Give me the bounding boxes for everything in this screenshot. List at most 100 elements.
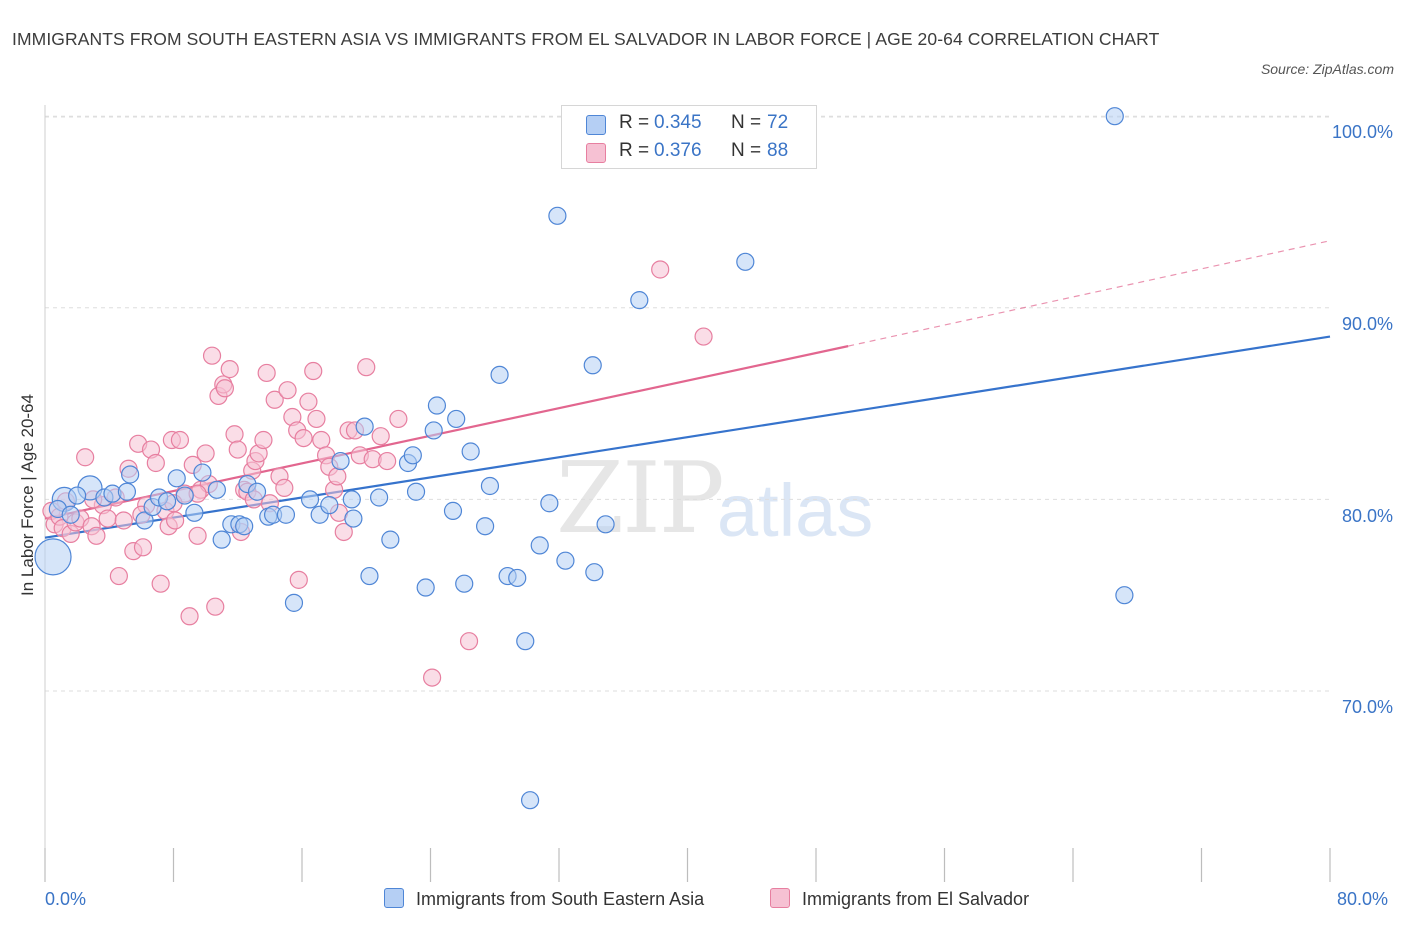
data-point (157, 492, 177, 511)
legend-r-value: 0.376 (654, 140, 702, 161)
data-point (490, 365, 509, 384)
data-point (476, 517, 495, 536)
data-point (585, 563, 604, 582)
data-point (34, 538, 72, 576)
data-point (583, 356, 602, 375)
data-point (312, 430, 331, 450)
bottom-legend-label-es: Immigrants from El Salvador (802, 889, 1030, 909)
data-point (180, 607, 199, 626)
data-point (284, 593, 304, 612)
data-point (175, 486, 194, 505)
data-point (254, 430, 273, 450)
bottom-legend-label-sea: Immigrants from South Eastern Asia (416, 889, 705, 909)
data-point (212, 530, 231, 549)
data-point (289, 570, 308, 589)
data-point (109, 566, 128, 586)
data-point (185, 503, 204, 522)
data-point (530, 536, 549, 555)
data-point (406, 482, 426, 501)
data-point (294, 428, 313, 448)
data-point (206, 597, 225, 616)
data-point (117, 482, 137, 501)
data-point (188, 526, 207, 545)
bottom-legend-item-es: Immigrants from El Salvador (770, 888, 1029, 910)
data-point (360, 566, 379, 586)
data-point (265, 390, 284, 409)
data-point (247, 482, 267, 501)
data-point (630, 291, 649, 310)
correlation-legend: R = 0.345 N = 72 R = 0.376 N = 88 (561, 105, 817, 169)
x-tick-label-max: 80.0% (1337, 889, 1389, 909)
chart-title: IMMIGRANTS FROM SOUTH EASTERN ASIA VS IM… (12, 29, 1160, 49)
legend-n-label: N = (731, 112, 762, 133)
data-point (342, 490, 361, 509)
data-point (87, 526, 106, 545)
legend-r-label: R = (619, 112, 650, 133)
data-point (1115, 586, 1134, 605)
data-point (1105, 107, 1124, 126)
data-point (455, 574, 474, 593)
data-point (304, 361, 323, 381)
data-point (381, 530, 400, 549)
data-point (357, 358, 376, 377)
data-point (76, 448, 95, 467)
data-point (299, 392, 318, 411)
data-point (61, 505, 80, 524)
data-point (378, 451, 397, 471)
data-point (196, 444, 215, 463)
trend-extension-el-salvador (847, 240, 1331, 347)
data-point (331, 451, 350, 471)
data-point (461, 442, 480, 461)
legend-row-es: R = 0.376 N = 88 (562, 137, 816, 167)
data-point (416, 578, 435, 597)
data-point (556, 551, 575, 570)
data-point (121, 465, 140, 484)
data-point (443, 501, 463, 520)
data-point (370, 488, 389, 507)
data-point (694, 327, 713, 346)
watermark-atlas: atlas (717, 469, 874, 552)
bottom-legend-swatch-blue (384, 888, 404, 908)
data-point (275, 478, 294, 498)
data-point (278, 381, 297, 400)
y-tick-label-100: 100.0% (1331, 122, 1393, 142)
data-point (540, 494, 559, 513)
data-point (371, 427, 390, 446)
series-el-salvador (42, 260, 713, 687)
data-point (389, 409, 408, 429)
data-point (736, 252, 755, 271)
data-point (320, 496, 339, 515)
data-point (202, 346, 222, 365)
data-point (520, 791, 540, 810)
data-point (151, 574, 170, 593)
data-point (427, 396, 447, 415)
series-south-eastern-asia (34, 107, 1134, 810)
data-point (459, 632, 479, 651)
bottom-legend-item-sea: Immigrants from South Eastern Asia (384, 888, 704, 910)
legend-swatch-blue (586, 115, 606, 135)
data-point (166, 511, 185, 530)
legend-r-value: 0.345 (654, 112, 702, 133)
data-point (307, 409, 326, 429)
data-point (98, 509, 117, 528)
data-point (548, 206, 567, 225)
data-point (220, 360, 239, 379)
data-point (135, 511, 154, 530)
data-point (146, 453, 165, 473)
data-point (228, 440, 247, 459)
data-point (68, 486, 87, 505)
data-point (235, 517, 254, 536)
data-point (480, 476, 500, 496)
data-point (424, 421, 443, 440)
legend-row-sea: R = 0.345 N = 72 (562, 109, 816, 139)
x-axis-ticks (44, 848, 1331, 882)
data-point (215, 379, 234, 398)
legend-r-label: R = (619, 140, 650, 161)
data-point (516, 632, 535, 651)
y-axis-title: In Labor Force | Age 20-64 (18, 394, 37, 596)
data-point (651, 260, 670, 279)
data-point (403, 446, 422, 465)
data-point (170, 430, 190, 450)
legend-n-label: N = (731, 140, 762, 161)
